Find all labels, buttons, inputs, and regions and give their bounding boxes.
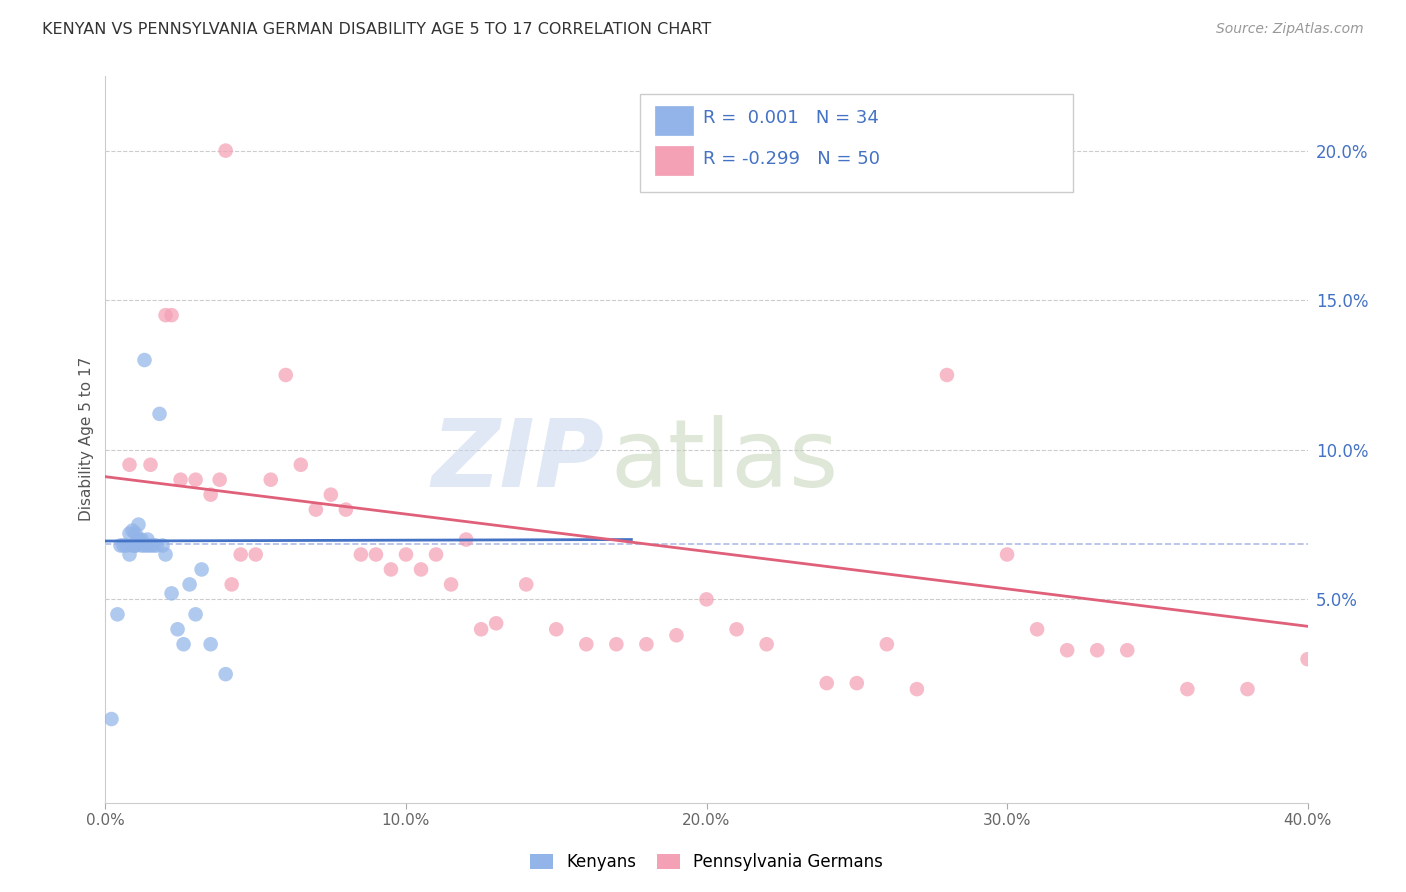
Point xyxy=(155,548,177,562)
Point xyxy=(229,548,252,562)
Point xyxy=(380,562,402,576)
Text: R = -0.299   N = 50: R = -0.299 N = 50 xyxy=(703,151,880,169)
Point xyxy=(131,533,153,547)
Point xyxy=(245,548,267,562)
Point xyxy=(214,667,236,681)
Point xyxy=(107,607,129,622)
Point xyxy=(124,539,146,553)
Point xyxy=(1236,682,1258,697)
Point xyxy=(115,539,138,553)
Point xyxy=(221,577,243,591)
Point xyxy=(142,539,165,553)
Text: atlas: atlas xyxy=(610,415,838,508)
FancyBboxPatch shape xyxy=(655,146,693,176)
Point xyxy=(755,637,778,651)
Point xyxy=(145,539,167,553)
Text: KENYAN VS PENNSYLVANIA GERMAN DISABILITY AGE 5 TO 17 CORRELATION CHART: KENYAN VS PENNSYLVANIA GERMAN DISABILITY… xyxy=(42,22,711,37)
Point xyxy=(350,548,373,562)
Point xyxy=(169,473,191,487)
Point xyxy=(134,539,156,553)
Point xyxy=(876,637,898,651)
Point xyxy=(121,539,143,553)
Point xyxy=(160,586,183,600)
Point xyxy=(546,622,568,636)
Point xyxy=(605,637,627,651)
Text: ZIP: ZIP xyxy=(432,415,605,508)
Point xyxy=(131,539,153,553)
Point xyxy=(208,473,231,487)
Point xyxy=(136,539,159,553)
Point xyxy=(260,473,283,487)
Point xyxy=(1296,652,1319,666)
Point xyxy=(319,488,342,502)
Point xyxy=(128,533,150,547)
Point xyxy=(454,533,477,547)
FancyBboxPatch shape xyxy=(655,106,693,136)
Point xyxy=(112,539,135,553)
Point xyxy=(409,562,432,576)
Point xyxy=(118,526,141,541)
Point xyxy=(136,533,159,547)
Point xyxy=(214,144,236,158)
Point xyxy=(148,407,170,421)
Point xyxy=(395,548,418,562)
Point xyxy=(155,308,177,322)
FancyBboxPatch shape xyxy=(640,94,1073,192)
Point xyxy=(118,458,141,472)
Point xyxy=(335,502,357,516)
Point xyxy=(1116,643,1139,657)
Point xyxy=(815,676,838,690)
Point xyxy=(936,368,959,382)
Point xyxy=(290,458,312,472)
Point xyxy=(173,637,195,651)
Point xyxy=(152,539,174,553)
Legend: Kenyans, Pennsylvania Germans: Kenyans, Pennsylvania Germans xyxy=(523,847,890,878)
Point xyxy=(190,562,212,576)
Point xyxy=(110,539,132,553)
Point xyxy=(440,577,463,591)
Y-axis label: Disability Age 5 to 17: Disability Age 5 to 17 xyxy=(79,357,94,522)
Point xyxy=(200,488,222,502)
Point xyxy=(128,517,150,532)
Point xyxy=(425,548,447,562)
Point xyxy=(121,524,143,538)
Point xyxy=(725,622,748,636)
Point xyxy=(124,526,146,541)
Text: R =  0.001   N = 34: R = 0.001 N = 34 xyxy=(703,109,879,127)
Point xyxy=(575,637,598,651)
Point xyxy=(179,577,201,591)
Point xyxy=(184,607,207,622)
Point xyxy=(134,353,156,368)
Point xyxy=(160,308,183,322)
Point xyxy=(1175,682,1198,697)
Point xyxy=(139,458,162,472)
Text: Source: ZipAtlas.com: Source: ZipAtlas.com xyxy=(1216,22,1364,37)
Point xyxy=(845,676,868,690)
Point xyxy=(118,548,141,562)
Point xyxy=(995,548,1018,562)
Point xyxy=(305,502,328,516)
Point xyxy=(124,539,146,553)
Point xyxy=(364,548,387,562)
Point xyxy=(100,712,122,726)
Point xyxy=(665,628,688,642)
Point xyxy=(696,592,718,607)
Point xyxy=(515,577,537,591)
Point xyxy=(166,622,188,636)
Point xyxy=(485,616,508,631)
Point xyxy=(274,368,297,382)
Point xyxy=(139,539,162,553)
Point xyxy=(636,637,658,651)
Point xyxy=(905,682,928,697)
Point xyxy=(1026,622,1049,636)
Point xyxy=(470,622,492,636)
Point xyxy=(1085,643,1108,657)
Point xyxy=(184,473,207,487)
Point xyxy=(1056,643,1078,657)
Point xyxy=(200,637,222,651)
